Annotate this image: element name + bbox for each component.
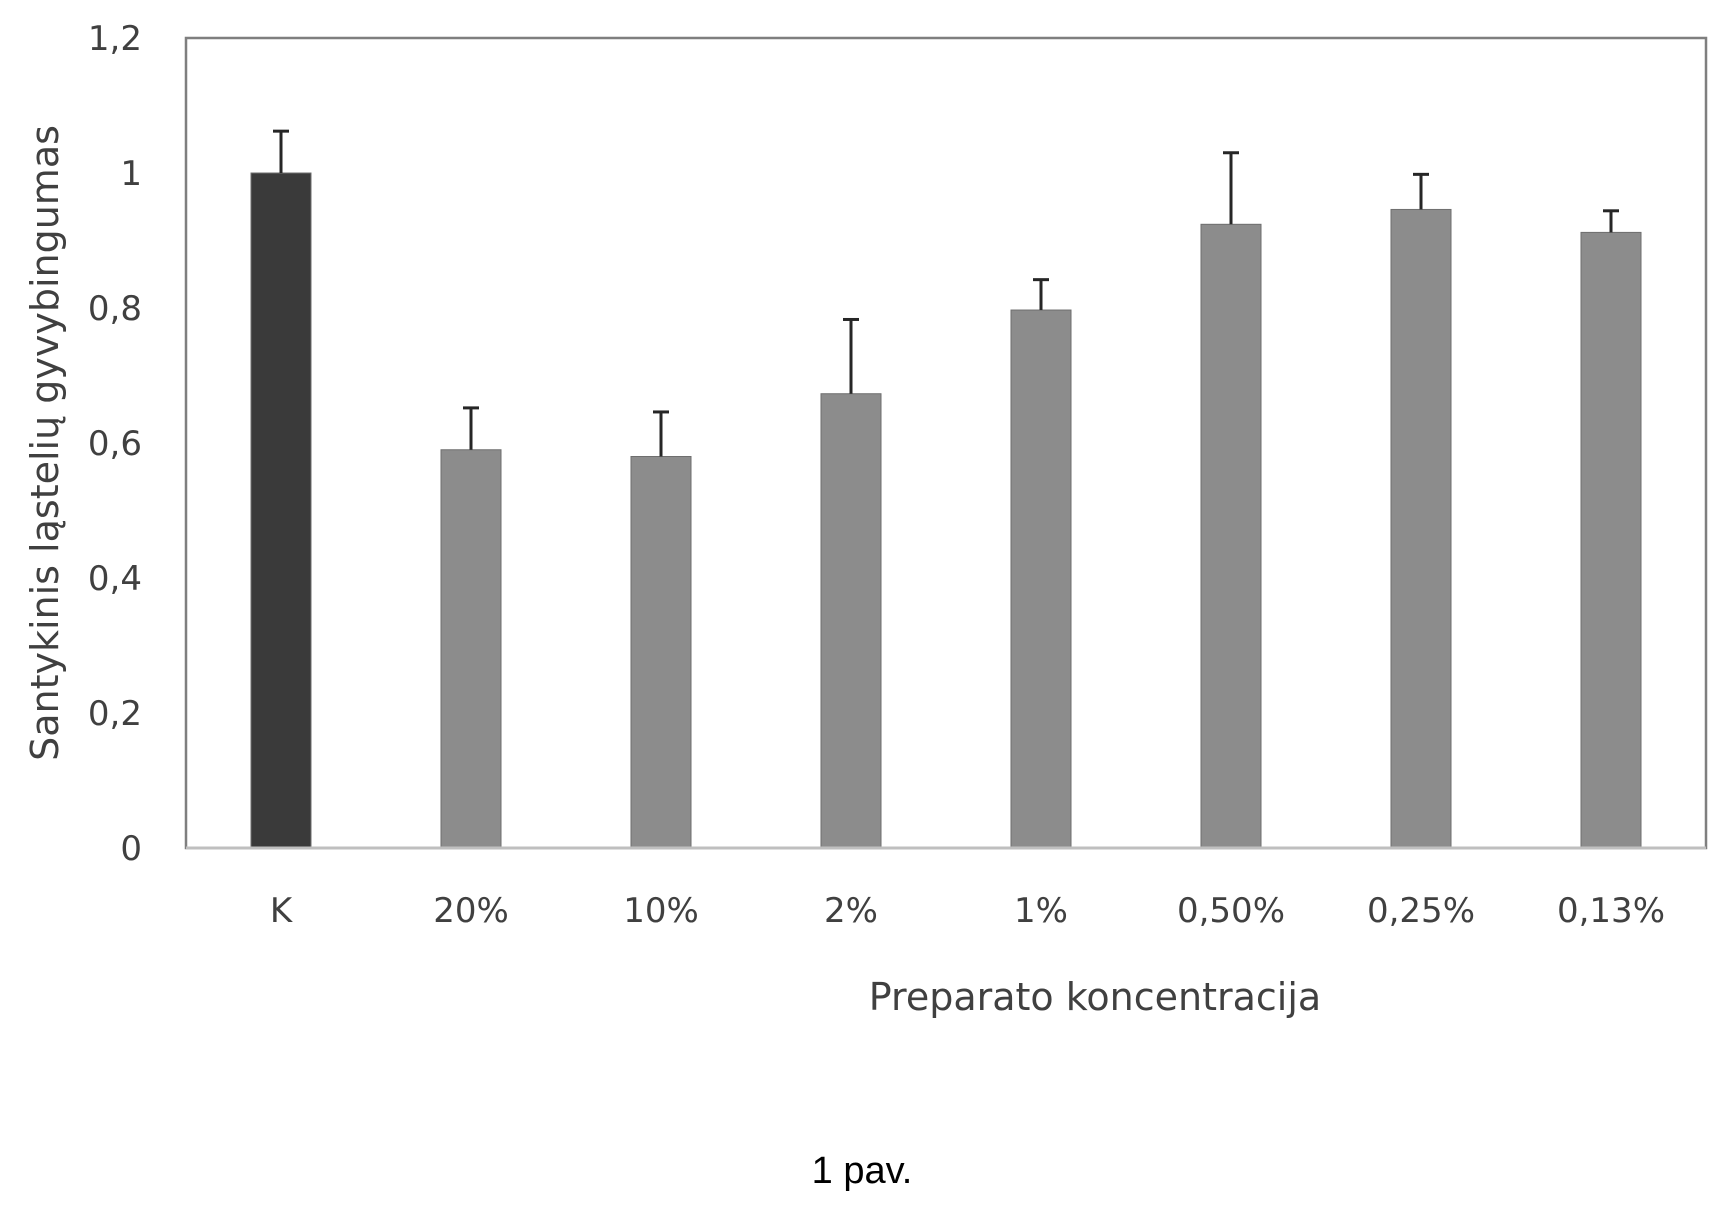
x-tick-label-2: 10% — [623, 891, 699, 931]
x-tick-label-3: 2% — [824, 891, 878, 931]
y-tick-label-1: 0,2 — [88, 694, 142, 734]
error-bar-4 — [1033, 280, 1049, 310]
error-bar-5 — [1223, 153, 1239, 225]
bar-1 — [441, 450, 501, 848]
bar-5 — [1201, 224, 1261, 848]
bar-3 — [821, 394, 881, 848]
x-axis-title: Preparato koncentracija — [869, 975, 1321, 1019]
plot-frame — [186, 38, 1706, 848]
x-tick-label-6: 0,25% — [1367, 891, 1475, 931]
y-tick-label-5: 1 — [120, 154, 142, 194]
y-tick-label-4: 0,8 — [88, 289, 142, 329]
y-tick-label-2: 0,4 — [88, 559, 142, 599]
bar-6 — [1391, 209, 1451, 848]
x-tick-label-4: 1% — [1014, 891, 1068, 931]
x-tick-labels: K 20% 10% 2% 1% 0,50% 0,25% 0,13% — [270, 891, 1665, 931]
error-bar-6 — [1413, 174, 1429, 209]
bars-layer — [251, 173, 1641, 848]
bar-7 — [1581, 232, 1641, 848]
x-tick-label-7: 0,13% — [1557, 891, 1665, 931]
bar-4 — [1011, 310, 1071, 848]
y-tick-label-0: 0 — [120, 829, 142, 869]
error-bar-2 — [653, 412, 669, 457]
y-tick-labels: 0 0,2 0,4 0,6 0,8 1 1,2 — [88, 19, 142, 869]
x-tick-label-1: 20% — [433, 891, 509, 931]
error-bar-7 — [1603, 211, 1619, 233]
x-tick-label-5: 0,50% — [1177, 891, 1285, 931]
error-bar-1 — [463, 408, 479, 450]
y-axis-title: Santykinis ląstelių gyvybingumas — [23, 125, 67, 761]
error-bar-0 — [273, 131, 289, 173]
bar-2 — [631, 457, 691, 849]
error-bar-3 — [843, 319, 859, 393]
bar-0 — [251, 173, 311, 848]
figure-caption: 1 pav. — [0, 1150, 1724, 1193]
y-tick-label-6: 1,2 — [88, 19, 142, 59]
y-tick-label-3: 0,6 — [88, 424, 142, 464]
x-tick-label-0: K — [270, 891, 294, 931]
bar-chart: 0 0,2 0,4 0,6 0,8 1 1,2 K 20% 10% 2% 1% 0,50% 0,25% 0… — [0, 0, 1724, 1140]
